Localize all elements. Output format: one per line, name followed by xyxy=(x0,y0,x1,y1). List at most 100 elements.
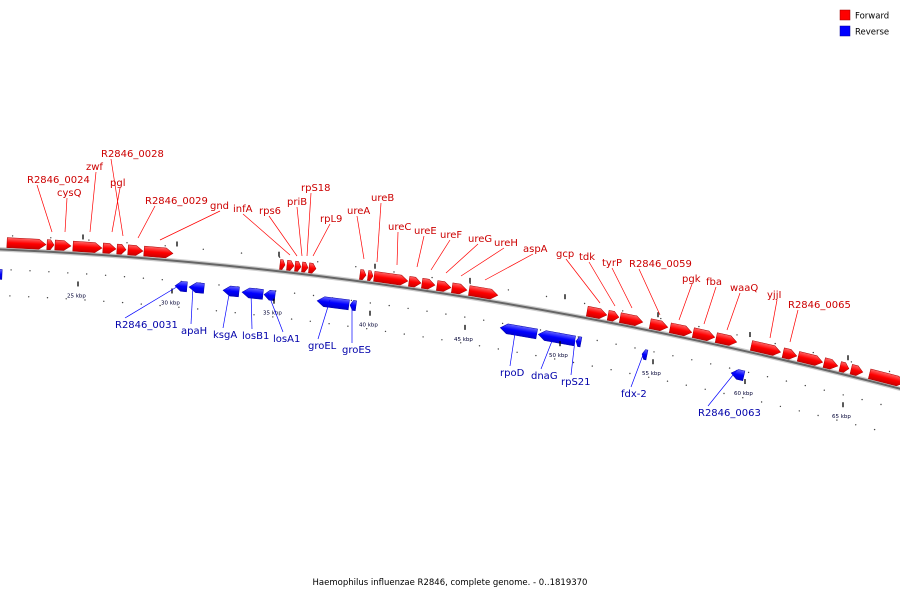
reverse-gene-arrow xyxy=(641,349,649,361)
scale-dot xyxy=(426,310,428,312)
gene-arrow-shape xyxy=(301,261,309,273)
reverse-gene-label: groES xyxy=(342,345,371,356)
gene-arrow-shape xyxy=(294,260,302,272)
legend: Forward Reverse xyxy=(839,9,889,38)
scale-dot xyxy=(539,329,542,331)
forward-gene-arrow xyxy=(46,239,55,251)
gene-arrow-shape xyxy=(408,276,422,288)
scale-dot xyxy=(422,336,424,338)
forward-label-leader xyxy=(769,299,778,339)
scale-dot xyxy=(317,261,319,263)
gene-arrow-shape xyxy=(188,282,205,294)
scale-dot xyxy=(312,294,315,297)
forward-label-leader xyxy=(376,202,382,263)
gene-arrow-shape xyxy=(279,259,286,270)
forward-gene-label: ureB xyxy=(371,193,394,204)
scale-dot xyxy=(178,306,180,308)
forward-label-leader xyxy=(703,286,717,325)
scale-dot xyxy=(747,371,750,374)
forward-gene-label: ureC xyxy=(388,222,411,233)
gene-arrow-shape xyxy=(499,323,538,340)
reverse-gene-arrow xyxy=(575,336,583,348)
gene-arrow-shape xyxy=(54,239,72,251)
forward-label-leader xyxy=(638,268,661,316)
forward-gene-arrow xyxy=(294,260,302,272)
gene-arrow-shape xyxy=(585,306,608,319)
tick-label: 60 kbp xyxy=(734,391,753,397)
reverse-gene-arrow xyxy=(222,285,240,298)
gene-arrow-shape xyxy=(618,312,644,326)
forward-gene-label: zwf xyxy=(86,162,103,173)
forward-gene-arrow xyxy=(648,318,669,332)
scale-dot xyxy=(855,424,857,426)
genome-backbone xyxy=(0,247,900,392)
forward-gene-label: ureG xyxy=(468,234,492,245)
forward-gene-label: ureA xyxy=(347,206,370,217)
reverse-gene-arrow xyxy=(349,300,357,312)
gene-arrow-shape xyxy=(421,277,436,290)
scale-dot xyxy=(483,319,485,321)
forward-gene-arrow xyxy=(585,306,608,319)
reverse-gene-label: R2846_0063 xyxy=(698,408,761,419)
scale-dot xyxy=(785,380,788,382)
forward-gene-arrow xyxy=(408,276,422,288)
scale-dot xyxy=(591,365,593,367)
reverse-gene-arrow xyxy=(174,281,188,293)
scale-dot xyxy=(140,303,142,305)
reverse-gene-label: apaH xyxy=(181,326,207,337)
scale-dot xyxy=(445,313,447,315)
forward-gene-arrow xyxy=(468,285,499,300)
forward-gene-label: yjjI xyxy=(767,290,781,301)
forward-label-leader xyxy=(64,197,68,233)
reverse-label-leader xyxy=(630,354,644,388)
scale-dot xyxy=(610,369,612,371)
forward-label-leader xyxy=(484,253,534,281)
scale-dot xyxy=(355,266,357,268)
reverse-gene-label: losB1 xyxy=(242,331,269,342)
forward-gene-arrow xyxy=(143,245,174,259)
forward-gene-label: tdk xyxy=(579,252,595,263)
gene-arrow-shape xyxy=(730,369,746,381)
forward-gene-arrow xyxy=(781,347,798,360)
forward-label-leader xyxy=(678,283,693,321)
forward-gene-arrow xyxy=(691,327,716,341)
tick-label: 25 kbp xyxy=(67,293,86,299)
forward-gene-label: fba xyxy=(706,277,722,288)
reverse-gene-label: R2846_0031 xyxy=(115,320,178,331)
scale-dot xyxy=(369,302,371,304)
gene-arrow-shape xyxy=(436,280,452,292)
forward-gene-arrow xyxy=(6,237,47,250)
scale-dot xyxy=(278,256,281,258)
forward-gene-arrow xyxy=(54,239,72,251)
forward-label-leader xyxy=(296,206,303,257)
scale-dot xyxy=(240,252,243,254)
forward-gene-arrow xyxy=(286,259,295,271)
reverse-gene-label: rpoD xyxy=(500,368,525,379)
forward-gene-arrow xyxy=(849,364,864,376)
forward-gene-label: aspA xyxy=(523,244,548,255)
legend-reverse-swatch xyxy=(839,25,851,37)
gene-arrow-shape xyxy=(749,340,782,356)
forward-label-leader xyxy=(445,243,479,274)
scale-dot xyxy=(218,284,220,286)
scale-dot xyxy=(554,358,556,360)
scale-dot xyxy=(67,272,69,274)
scale-dot xyxy=(164,245,166,247)
scale-dot xyxy=(126,242,128,244)
reverse-label-leader xyxy=(317,299,331,340)
scale-dot xyxy=(535,354,537,357)
reverse-gene-arrow xyxy=(499,323,538,340)
scale-dot xyxy=(760,401,763,403)
scale-dot xyxy=(384,330,387,333)
legend-reverse-label: Reverse xyxy=(855,28,889,38)
forward-gene-label: R2846_0028 xyxy=(101,149,164,160)
gene-arrow-shape xyxy=(316,296,350,311)
scale-dot xyxy=(441,339,443,341)
scale-dot xyxy=(46,297,49,299)
forward-gene-arrow xyxy=(606,310,620,322)
scale-ticks: 25 kbp 30 kbp 35 kbp 40 kbp 45 kbp 50 kbp 55 k… xyxy=(67,234,851,420)
tick-label: 65 kbp xyxy=(832,414,851,420)
scale-dot xyxy=(460,342,462,344)
scale-dot xyxy=(293,292,296,294)
forward-gene-label: tyrP xyxy=(602,258,622,269)
